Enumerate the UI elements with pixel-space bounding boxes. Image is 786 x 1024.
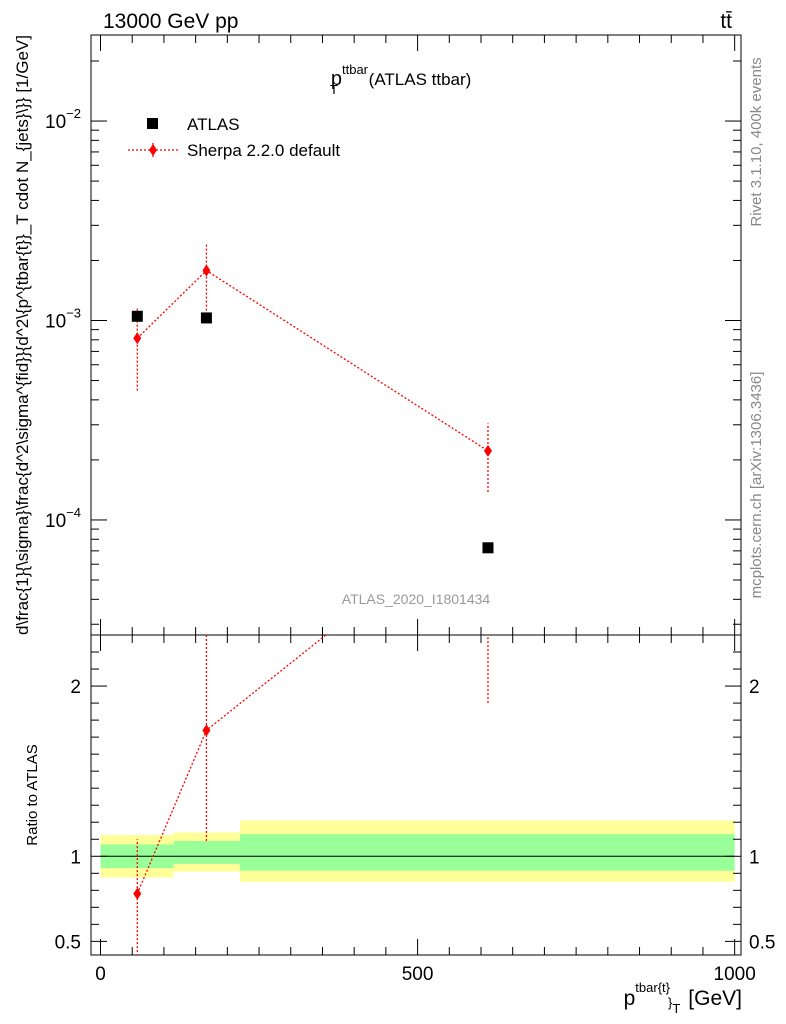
rivet-version-label: Rivet 3.1.10, 400k events — [748, 57, 765, 226]
mcplots-label: mcplots.cern.ch [arXiv:1306.3436] — [748, 372, 765, 599]
ratio-y-tick-label: 0.5 — [55, 932, 81, 953]
sherpa-point — [483, 444, 492, 457]
energy-label: 13000 GeV pp — [103, 10, 238, 33]
main-y-axis-label: d\frac{1}{\sigma}\frac{d^2\sigma^{fid}}{… — [13, 35, 32, 635]
inner-uncertainty-band — [240, 834, 735, 871]
main-y-tick-labels: 10−2 10−3 10−4 — [45, 106, 81, 532]
ratio-tick-labels: 0.5 0.5 1 1 2 2 0 500 1000 — [55, 677, 776, 985]
main-y-tick-label: 10−4 — [45, 505, 81, 532]
main-y-tick-label: 10−2 — [45, 106, 81, 133]
ratio-x-axis-label: ptbar{t}}T [GeV] — [624, 980, 742, 1016]
inner-uncertainty-band — [173, 840, 241, 864]
sherpa-ratio-point — [202, 724, 211, 737]
atlas-point — [131, 310, 143, 322]
legend-sherpa-marker — [149, 144, 157, 156]
ratio-y-axis-label: Ratio to ATLAS — [24, 744, 41, 845]
ratio-x-tick-label: 500 — [402, 964, 434, 985]
ratio-y-tick-label-right: 1 — [749, 847, 760, 868]
main-axis-ticks — [91, 35, 741, 635]
sherpa-point — [133, 332, 142, 345]
main-plot-title: pttbar T (ATLAS ttbar) — [330, 62, 471, 97]
ratio-x-tick-label: 0 — [95, 964, 106, 985]
legend: ATLAS Sherpa 2.2.0 default — [128, 115, 340, 160]
ratio-x-tick-label: 1000 — [714, 964, 756, 985]
sherpa-line — [136, 269, 489, 452]
ratio-y-tick-label-right: 2 — [749, 677, 760, 698]
main-y-tick-label: 10−3 — [45, 306, 81, 333]
main-panel: 10−2 10−3 10−4 pttbar T (ATLAS ttbar) d\fra… — [13, 34, 742, 636]
atlas-point — [200, 312, 212, 324]
legend-atlas-marker — [147, 118, 158, 129]
sherpa-ratio-point — [484, 500, 492, 512]
atlas-point — [482, 542, 494, 554]
legend-sherpa-label: Sherpa 2.2.0 default — [187, 141, 340, 160]
analysis-watermark: ATLAS_2020_I1801434 — [342, 591, 491, 607]
sherpa-point — [202, 264, 211, 277]
process-label: tt̄ — [720, 10, 732, 33]
ratio-y-tick-label: 1 — [70, 847, 81, 868]
main-data-marks — [131, 242, 494, 554]
ratio-y-tick-label-right: 0.5 — [749, 932, 775, 953]
ratio-plot-frame — [90, 634, 742, 956]
ratio-data-marks — [133, 500, 492, 955]
ratio-y-tick-label: 2 — [70, 677, 81, 698]
sherpa-ratio-point — [133, 887, 142, 900]
ratio-panel: 0.5 0.5 1 1 2 2 0 500 1000 Ratio to ATLAS ptbar{… — [24, 500, 776, 1016]
uncertainty-bands — [100, 820, 735, 882]
ratio-axis-ticks — [91, 635, 741, 955]
legend-atlas-label: ATLAS — [187, 115, 240, 134]
